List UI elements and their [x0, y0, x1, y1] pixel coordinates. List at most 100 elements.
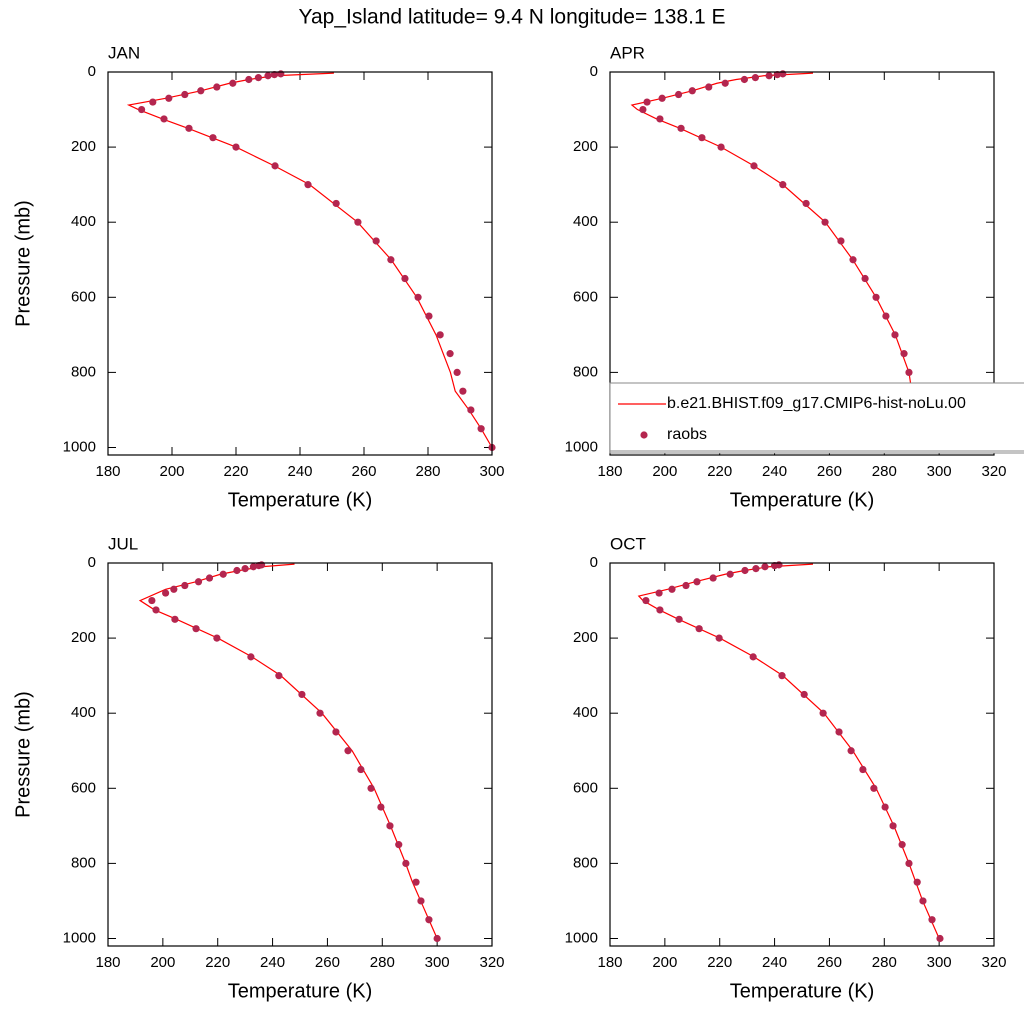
x-tick-label: 260 [817, 463, 842, 480]
y-tick-label: 1000 [565, 438, 598, 455]
obs-point [898, 841, 906, 849]
x-tick-label: 220 [223, 463, 248, 480]
panel: APR 180 200 220 240 260 280 300 320 0 200 400 600 800… [565, 43, 1024, 511]
obs-point [233, 566, 241, 575]
obs-point [213, 83, 221, 91]
x-tick-label: 300 [927, 954, 952, 971]
obs-point [357, 765, 365, 774]
obs-point [425, 916, 433, 924]
y-tick-label: 800 [71, 363, 96, 380]
obs-point [677, 124, 685, 132]
obs-point [245, 75, 253, 84]
panel-title: APR [610, 43, 645, 62]
obs-point [675, 615, 683, 623]
y-tick-label: 0 [590, 554, 598, 571]
obs-point [800, 690, 808, 699]
x-tick-label: 280 [415, 463, 440, 480]
obs-point [277, 70, 285, 78]
model-line [637, 563, 940, 939]
y-tick-label: 200 [573, 629, 598, 646]
x-axis-label: Temperature (K) [228, 489, 373, 511]
x-tick-label: 320 [981, 463, 1006, 480]
legend-label: b.e21.BHIST.f09_g17.CMIP6-hist-noLu.00 [667, 395, 966, 412]
x-tick-label: 200 [150, 954, 175, 971]
obs-point [459, 387, 467, 395]
obs-point [414, 293, 422, 301]
x-tick-label: 260 [315, 954, 340, 971]
obs-point [241, 565, 249, 573]
y-tick-label: 400 [573, 213, 598, 230]
obs-point [402, 859, 410, 867]
obs-point [316, 709, 324, 717]
obs-point [717, 143, 725, 151]
obs-point [639, 105, 647, 114]
y-axis-label: Pressure (mb) [12, 691, 34, 818]
x-tick-label: 300 [479, 463, 504, 480]
obs-point [194, 578, 203, 586]
y-tick-label: 600 [71, 288, 96, 305]
obs-point [655, 589, 663, 597]
panel-title: JAN [108, 43, 140, 62]
obs-point [905, 368, 913, 376]
obs-point [170, 585, 178, 593]
legend-dot [640, 431, 648, 439]
obs-point [698, 134, 706, 142]
obs-point [751, 74, 759, 82]
obs-point [674, 90, 683, 99]
obs-point [656, 115, 664, 123]
obs-point [688, 87, 696, 95]
obs-point [417, 897, 425, 905]
obs-point [332, 199, 340, 208]
obs-point [872, 293, 880, 301]
obs-point [171, 615, 179, 623]
x-tick-label: 240 [260, 954, 285, 971]
obs-point [425, 312, 433, 320]
obs-point [752, 565, 760, 573]
obs-point [152, 606, 160, 614]
x-tick-label: 180 [597, 463, 622, 480]
y-tick-label: 200 [71, 138, 96, 155]
obs-point [859, 765, 867, 774]
obs-point [835, 728, 843, 736]
obs-point [889, 822, 897, 830]
obs-point [658, 94, 666, 102]
x-tick-label: 300 [927, 463, 952, 480]
x-tick-label: 220 [707, 463, 732, 480]
obs-point [849, 256, 857, 264]
obs-point [900, 350, 908, 358]
obs-point [372, 237, 380, 245]
x-tick-label: 300 [425, 954, 450, 971]
obs-point [861, 274, 869, 283]
x-tick-label: 240 [762, 954, 787, 971]
panel-title: OCT [610, 534, 646, 553]
obs-point [412, 878, 420, 886]
x-tick-label: 280 [370, 954, 395, 971]
x-tick-label: 180 [95, 954, 120, 971]
y-tick-label: 600 [573, 288, 598, 305]
y-tick-label: 200 [71, 629, 96, 646]
obs-point [185, 124, 193, 132]
obs-point [138, 105, 146, 114]
x-tick-label: 260 [351, 463, 376, 480]
obs-point [770, 562, 779, 570]
x-axis-label: Temperature (K) [730, 980, 875, 1002]
obs-point [192, 625, 200, 633]
obs-point [891, 331, 899, 339]
obs-point [332, 728, 340, 736]
obs-point [367, 784, 375, 792]
obs-point [705, 83, 713, 91]
obs-point [749, 653, 757, 661]
y-tick-label: 400 [71, 213, 96, 230]
plot-frame [609, 71, 995, 456]
legend-label: raobs [667, 426, 707, 443]
obs-point [148, 596, 156, 605]
y-tick-label: 400 [573, 704, 598, 721]
x-tick-label: 320 [981, 954, 1006, 971]
x-tick-label: 240 [762, 463, 787, 480]
obs-point [433, 934, 441, 943]
x-tick-label: 320 [479, 954, 504, 971]
obs-point [741, 566, 749, 575]
legend: b.e21.BHIST.f09_g17.CMIP6-hist-noLu.00ra… [609, 382, 1024, 454]
obs-point [643, 98, 651, 106]
